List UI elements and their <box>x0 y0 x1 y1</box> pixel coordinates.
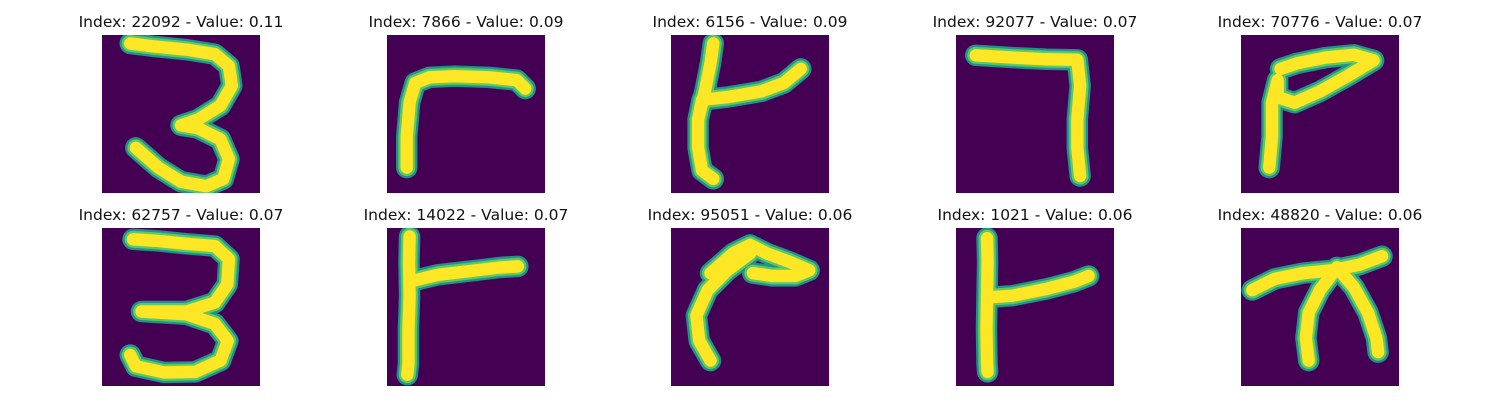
image-panel: Index: 70776 - Value: 0.07 <box>1218 13 1422 193</box>
digit-stroke <box>400 69 532 174</box>
image-panel: Index: 92077 - Value: 0.07 <box>933 13 1137 193</box>
digit-stroke <box>1263 48 1380 174</box>
digit-stroke <box>403 260 525 288</box>
panel-title: Index: 95051 - Value: 0.06 <box>647 206 853 224</box>
digit-stroke <box>1246 250 1389 297</box>
digit-stroke <box>690 247 757 367</box>
digit-image <box>1241 228 1399 386</box>
panel-title: Index: 92077 - Value: 0.07 <box>932 13 1138 31</box>
digit-stroke <box>980 231 994 379</box>
digit-stroke <box>691 62 807 126</box>
digit-stroke <box>1299 261 1344 367</box>
panel-title: Index: 70776 - Value: 0.07 <box>1217 13 1423 31</box>
image-panel: Index: 1021 - Value: 0.06 <box>938 206 1132 386</box>
digit-image <box>1241 35 1399 193</box>
panel-title: Index: 62757 - Value: 0.07 <box>78 206 284 224</box>
digit-stroke <box>969 49 1087 183</box>
panel-title: Index: 1021 - Value: 0.06 <box>937 206 1133 224</box>
digit-image <box>102 228 260 386</box>
image-panel: Index: 48820 - Value: 0.06 <box>1218 206 1422 386</box>
panel-title: Index: 7866 - Value: 0.09 <box>368 13 564 31</box>
digit-image <box>102 35 260 193</box>
panel-title: Index: 14022 - Value: 0.07 <box>363 206 569 224</box>
image-panel: Index: 95051 - Value: 0.06 <box>648 206 852 386</box>
image-panel: Index: 6156 - Value: 0.09 <box>653 13 847 193</box>
image-panel: Index: 7866 - Value: 0.09 <box>369 13 563 193</box>
digit-stroke <box>124 37 238 193</box>
image-panel: Index: 62757 - Value: 0.07 <box>79 206 283 386</box>
digit-stroke <box>401 230 416 381</box>
digit-stroke <box>980 269 1095 304</box>
digit-image <box>387 35 545 193</box>
digit-stroke <box>704 238 816 283</box>
digit-image <box>671 228 829 386</box>
digit-image <box>387 228 545 386</box>
digit-stroke <box>124 233 236 379</box>
panel-title: Index: 22092 - Value: 0.11 <box>78 13 284 31</box>
digit-stroke <box>1330 261 1385 359</box>
digit-image <box>956 228 1114 386</box>
panel-title: Index: 6156 - Value: 0.09 <box>652 13 848 31</box>
image-panel: Index: 14022 - Value: 0.07 <box>364 206 568 386</box>
digit-image <box>671 35 829 193</box>
panel-title: Index: 48820 - Value: 0.06 <box>1217 206 1423 224</box>
image-panel: Index: 22092 - Value: 0.11 <box>79 13 283 193</box>
digit-image <box>956 35 1114 193</box>
